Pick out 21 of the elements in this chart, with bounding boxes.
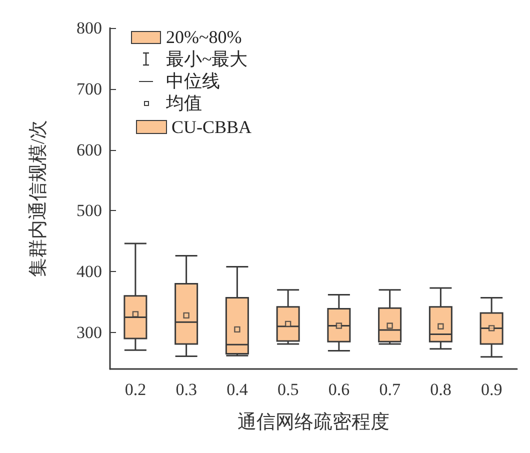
x-tick-label: 0.4 (226, 380, 248, 399)
x-tick-label: 0.5 (277, 380, 299, 399)
y-tick-label: 400 (76, 262, 102, 282)
annotation: 最小~最大 (166, 48, 248, 70)
y-tick-label: 300 (76, 322, 102, 342)
x-tick-label: 0.2 (124, 380, 146, 399)
x-tick-label: 0.9 (480, 380, 502, 399)
y-tick-label: 600 (76, 140, 102, 160)
x-tick-label: 0.8 (430, 380, 452, 399)
y-tick-label: 700 (76, 79, 102, 98)
x-tick-label: 0.6 (328, 380, 350, 399)
y-tick-label: 800 (76, 18, 102, 38)
annotation: 中位线 (166, 70, 220, 92)
y-axis-title: 集群内通信规模/次 (28, 120, 49, 278)
y-tick-label: 500 (76, 201, 102, 220)
annotation: 20%~80% (166, 26, 242, 48)
x-tick-label: 0.7 (379, 380, 401, 399)
legend-label: CU-CBBA (172, 117, 252, 137)
annotation: 均值 (166, 92, 202, 114)
x-tick-label: 0.3 (176, 380, 197, 399)
x-axis-title: 通信网络疏密程度 (238, 411, 390, 433)
